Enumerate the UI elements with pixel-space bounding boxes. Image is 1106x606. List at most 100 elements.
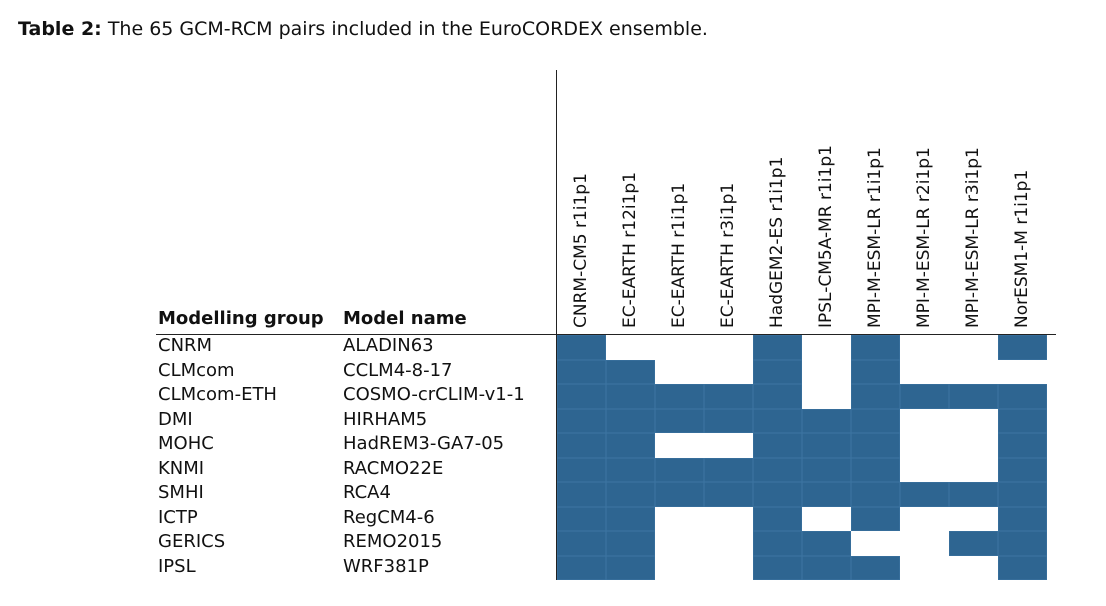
filled-cell: [998, 531, 1047, 556]
filled-cell: [606, 482, 655, 507]
filled-cell: [851, 335, 900, 360]
filled-cell: [606, 555, 655, 580]
column-header-label: EC-EARTH r1i1p1: [669, 182, 689, 328]
filled-cell: [851, 506, 900, 531]
filled-cell: [802, 531, 851, 556]
column-header: CNRM-CM5 r1i1p1: [571, 173, 591, 329]
filled-cell: [606, 457, 655, 482]
row-group: DMI: [158, 408, 193, 430]
filled-cell: [704, 408, 753, 433]
filled-cell: [802, 555, 851, 580]
filled-cell: [998, 384, 1047, 409]
filled-cell: [949, 384, 998, 409]
row-group: ICTP: [158, 506, 198, 528]
column-header: IPSL-CM5A-MR r1i1p1: [816, 145, 836, 329]
filled-cell: [557, 555, 606, 580]
filled-cell: [998, 482, 1047, 507]
column-header-label: EC-EARTH r12i1p1: [620, 171, 640, 328]
filled-cell: [753, 531, 802, 556]
row-model: REMO2015: [343, 531, 443, 552]
filled-cell: [802, 457, 851, 482]
column-header-label: NorESM1-M r1i1p1: [1012, 169, 1032, 328]
filled-cell: [998, 335, 1047, 360]
filled-cell: [802, 433, 851, 458]
row-model: RCA4: [343, 482, 391, 503]
filled-cell: [900, 482, 949, 507]
filled-cell: [606, 408, 655, 433]
column-header: HadGEM2-ES r1i1p1: [767, 157, 787, 329]
header-model-name: Model name: [343, 308, 467, 329]
filled-cell: [704, 384, 753, 409]
column-header-label: CNRM-CM5 r1i1p1: [571, 173, 591, 328]
filled-cell: [998, 433, 1047, 458]
filled-cell: [557, 384, 606, 409]
filled-cell: [949, 482, 998, 507]
filled-cell: [557, 433, 606, 458]
filled-cell: [655, 384, 704, 409]
filled-cell: [753, 335, 802, 360]
header-rule: [156, 334, 1056, 335]
caption-label: Table 2:: [18, 18, 102, 40]
row-model: HadREM3-GA7-05: [343, 433, 505, 454]
filled-cell: [606, 433, 655, 458]
column-header: MPI-M-ESM-LR r1i1p1: [865, 147, 885, 329]
filled-cell: [606, 384, 655, 409]
filled-cell: [949, 531, 998, 556]
column-header: MPI-M-ESM-LR r3i1p1: [963, 147, 983, 329]
filled-cell: [998, 555, 1047, 580]
row-group: SMHI: [158, 482, 204, 503]
filled-cell: [998, 457, 1047, 482]
filled-cell: [606, 531, 655, 556]
filled-cell: [851, 457, 900, 482]
filled-cell: [753, 457, 802, 482]
filled-cell: [851, 384, 900, 409]
filled-cell: [753, 384, 802, 409]
filled-cell: [753, 408, 802, 433]
filled-cell: [655, 457, 704, 482]
column-header: NorESM1-M r1i1p1: [1012, 170, 1032, 329]
row-group: KNMI: [158, 457, 205, 479]
vertical-divider: [556, 70, 557, 580]
row-group: MOHC: [158, 433, 214, 454]
filled-cell: [557, 457, 606, 482]
filled-cell: [606, 506, 655, 531]
filled-cell: [851, 555, 900, 580]
column-header: EC-EARTH r3i1p1: [718, 183, 738, 329]
caption-text: The 65 GCM-RCM pairs included in the Eur…: [107, 18, 708, 40]
filled-cell: [998, 506, 1047, 531]
row-model: COSMO-crCLIM-v1-1: [343, 384, 525, 405]
filled-cell: [753, 482, 802, 507]
filled-cell: [753, 555, 802, 580]
row-group: IPSL: [158, 555, 196, 577]
filled-cell: [557, 408, 606, 433]
filled-cell: [851, 482, 900, 507]
column-header-label: MPI-M-ESM-LR r3i1p1: [963, 147, 983, 328]
filled-cell: [557, 335, 606, 360]
row-group: CLMcom-ETH: [158, 384, 277, 405]
column-header-label: EC-EARTH r3i1p1: [718, 182, 738, 328]
column-header-label: MPI-M-ESM-LR r1i1p1: [865, 147, 885, 328]
filled-cell: [655, 408, 704, 433]
column-header-label: IPSL-CM5A-MR r1i1p1: [816, 145, 836, 328]
filled-cell: [802, 482, 851, 507]
filled-cell: [606, 359, 655, 384]
column-header: EC-EARTH r12i1p1: [620, 172, 640, 329]
filled-cell: [753, 506, 802, 531]
table-caption: Table 2: The 65 GCM-RCM pairs included i…: [18, 18, 708, 40]
row-model: WRF381P: [343, 555, 429, 577]
filled-cell: [851, 433, 900, 458]
filled-cell: [753, 359, 802, 384]
filled-cell: [557, 359, 606, 384]
filled-cell: [851, 408, 900, 433]
header-modelling-group: Modelling group: [158, 308, 324, 329]
column-header-label: MPI-M-ESM-LR r2i1p1: [914, 147, 934, 328]
filled-cell: [851, 359, 900, 384]
row-model: CCLM4-8-17: [343, 359, 453, 381]
row-group: CNRM: [158, 335, 213, 356]
column-header: MPI-M-ESM-LR r2i1p1: [914, 147, 934, 329]
filled-cell: [998, 408, 1047, 433]
row-group: CLMcom: [158, 359, 235, 381]
filled-cell: [704, 457, 753, 482]
filled-cell: [753, 433, 802, 458]
row-model: HIRHAM5: [343, 408, 428, 430]
